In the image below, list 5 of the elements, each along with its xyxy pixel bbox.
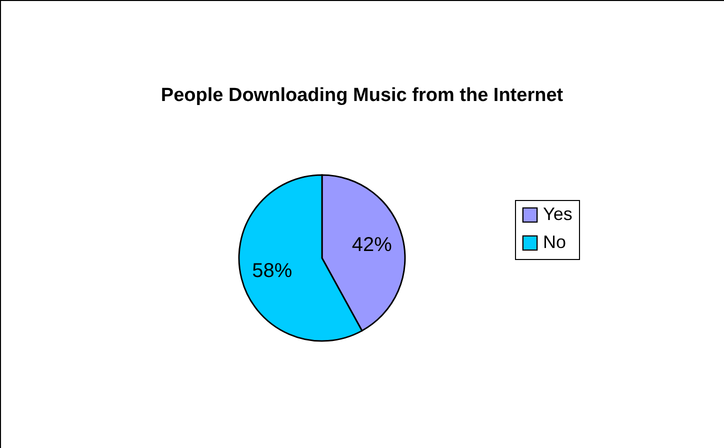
legend-label: No bbox=[543, 232, 566, 252]
chart-title: People Downloading Music from the Internet bbox=[160, 85, 564, 106]
data-label: 58% bbox=[252, 260, 292, 282]
data-label: 42% bbox=[352, 234, 392, 256]
legend-label: Yes bbox=[543, 204, 572, 224]
